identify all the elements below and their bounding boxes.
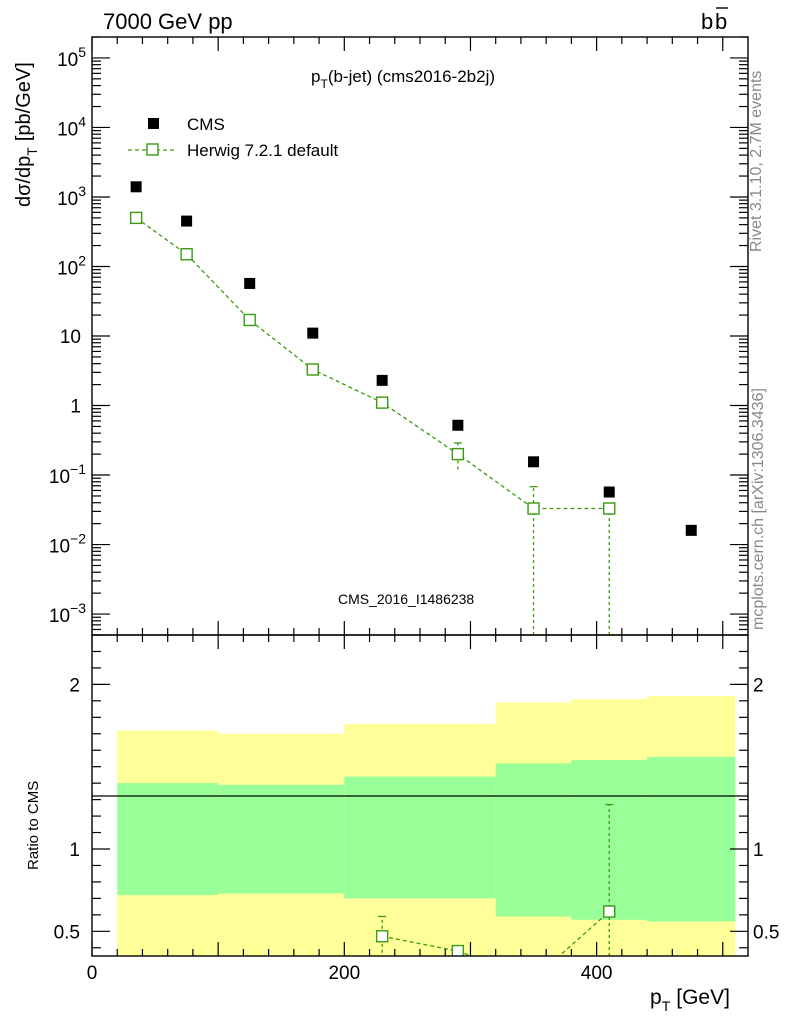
header-process-label: b b xyxy=(701,7,728,34)
herwig-point xyxy=(527,502,540,515)
herwig-point xyxy=(451,447,465,461)
cms-point xyxy=(307,327,319,339)
ratio-y-tick-label-left: 2 xyxy=(69,675,80,696)
cms-point xyxy=(244,277,256,289)
cms-point xyxy=(181,215,193,227)
herwig-point xyxy=(603,502,616,515)
herwig-point xyxy=(129,211,143,225)
ratio-y-ticks xyxy=(92,650,748,949)
herwig-series xyxy=(129,211,616,635)
ratio-herwig-point xyxy=(451,944,465,956)
cms-point xyxy=(528,456,540,468)
ratio-herwig-point xyxy=(603,905,616,918)
herwig-point xyxy=(375,396,389,409)
cms-point xyxy=(685,524,697,536)
ratio-y-axis-label: Ratio to CMS xyxy=(25,781,42,870)
ratio-panel: 0 200 400 0.5 0.5 1 1 2 2 Ratio to CMS pT [GeV] xyxy=(25,634,780,1014)
herwig-point xyxy=(180,248,193,261)
legend-herwig-marker xyxy=(146,143,159,156)
header-process-b: b xyxy=(701,9,713,34)
ratio-herwig-line xyxy=(382,911,610,956)
ratio-band-stat xyxy=(647,756,736,922)
x-axis-label: pT [GeV] xyxy=(650,986,730,1014)
ratio-band-stat xyxy=(218,784,345,894)
legend: CMS Herwig 7.2.1 default xyxy=(128,115,338,160)
x-tick-label: 200 xyxy=(328,963,360,984)
plot-title: pT(b-jet) (cms2016-2b2j) xyxy=(311,67,495,91)
ratio-herwig-clipped xyxy=(375,803,616,956)
ratio-y-tick-labels: 0.5 0.5 1 1 2 2 xyxy=(54,675,780,943)
main-x-ticks xyxy=(91,37,724,635)
cms-series xyxy=(130,181,697,536)
cms-point xyxy=(376,374,388,386)
main-y-tick-label: 10−3 xyxy=(49,600,86,627)
main-y-tick-label: 103 xyxy=(57,183,86,210)
ratio-y-tick-label-right: 0.5 xyxy=(753,922,779,943)
ratio-herwig-series xyxy=(375,803,616,956)
rivet-version-label: Rivet 3.1.10, 2.7M events xyxy=(748,71,765,252)
ratio-x-ticks xyxy=(91,635,724,956)
title-sub: T xyxy=(320,77,328,91)
main-y-axis-label: dσ/dpT [pb/GeV] xyxy=(13,62,40,207)
ratio-band-stat xyxy=(344,776,496,899)
cms-point xyxy=(452,419,464,431)
analysis-tag: CMS_2016_I1486238 xyxy=(338,591,474,607)
ylabel-unit: [pb/GeV] xyxy=(13,62,35,141)
ratio-y-tick-label-right: 1 xyxy=(753,840,764,861)
cms-point xyxy=(130,181,142,193)
mcplots-reference-label: mcplots.cern.ch [arXiv:1306.3436] xyxy=(750,388,767,630)
ratio-bands xyxy=(117,695,736,956)
main-y-tick-label: 10−2 xyxy=(49,531,86,558)
main-y-tick-label: 10 xyxy=(60,327,81,348)
herwig-point xyxy=(243,313,256,327)
ylabel-sub: T xyxy=(24,147,40,156)
ratio-band-stat xyxy=(495,763,572,917)
header-process-bbar: b xyxy=(715,9,727,34)
main-y-tick-label: 102 xyxy=(57,252,86,279)
herwig-point xyxy=(306,363,319,376)
main-y-tick-labels: 10−3 10−2 10−1 102 103 104 105 1 10 xyxy=(49,44,86,627)
ratio-y-tick-label-right: 2 xyxy=(753,675,764,696)
xlabel-sub: T xyxy=(662,998,671,1014)
header-energy-label: 7000 GeV pp xyxy=(103,9,233,34)
ylabel-main: dσ/dp xyxy=(13,156,35,207)
x-tick-label: 0 xyxy=(87,963,98,984)
x-tick-label: 400 xyxy=(581,963,613,984)
herwig-line xyxy=(135,217,610,510)
ratio-y-tick-label-left: 0.5 xyxy=(54,922,80,943)
title-rest: (b-jet) (cms2016-2b2j) xyxy=(328,67,495,86)
legend-herwig-label: Herwig 7.2.1 default xyxy=(187,141,338,160)
ratio-x-tick-labels: 0 200 400 xyxy=(87,963,613,984)
main-y-tick-label: 10−1 xyxy=(49,461,86,488)
title-main: p xyxy=(311,67,320,86)
legend-cms-marker xyxy=(148,118,159,129)
xlabel-main: p xyxy=(650,986,662,1009)
cms-point xyxy=(603,486,615,498)
main-y-tick-label: 104 xyxy=(57,113,86,140)
xlabel-unit: [GeV] xyxy=(676,986,730,1009)
legend-cms-label: CMS xyxy=(187,115,225,134)
ratio-band-stat xyxy=(117,783,219,896)
main-y-tick-label: 105 xyxy=(57,44,86,71)
ratio-herwig-point xyxy=(375,930,389,943)
main-y-tick-label: 1 xyxy=(70,397,81,418)
ratio-y-tick-label-left: 1 xyxy=(69,840,80,861)
main-y-ticks xyxy=(92,36,748,636)
